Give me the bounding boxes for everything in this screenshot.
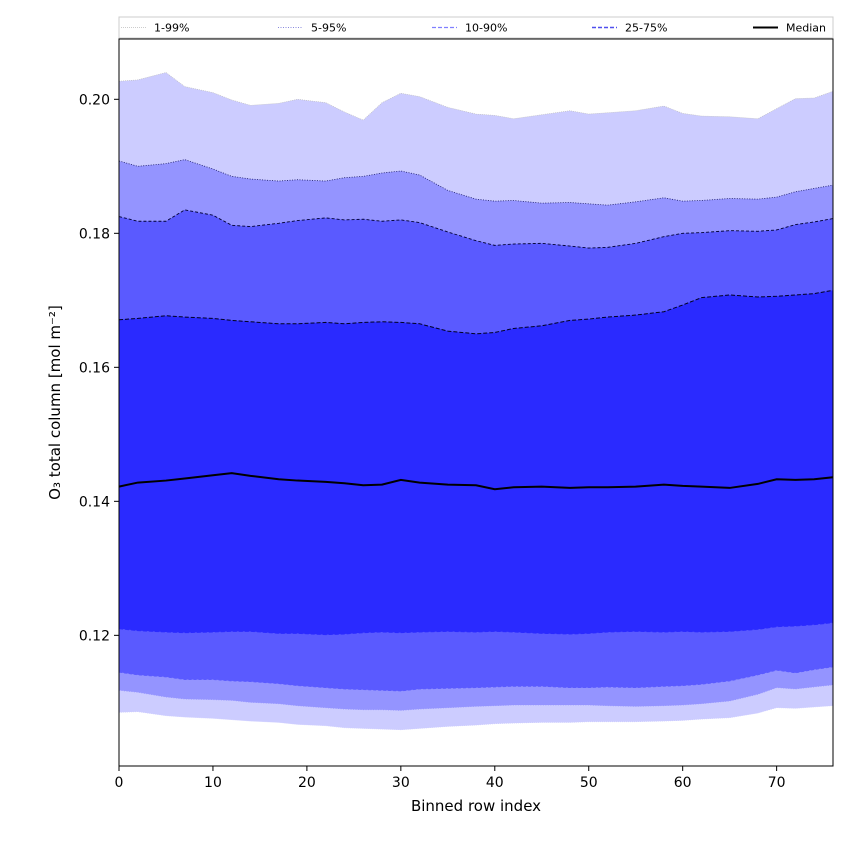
x-tick-label: 30 <box>392 775 410 791</box>
y-tick-label: 0.12 <box>79 628 110 644</box>
x-tick-label: 70 <box>768 775 786 791</box>
y-tick-label: 0.18 <box>79 226 110 242</box>
band-lower-edge <box>118 705 834 731</box>
x-axis: 0 10 20 30 40 50 60 70 <box>115 766 786 791</box>
legend-item: Median <box>753 22 826 35</box>
band-upper-edge <box>118 209 834 249</box>
legend-label: 5-95% <box>311 22 346 35</box>
band-upper-edge <box>118 159 834 206</box>
x-axis-label: Binned row index <box>411 797 541 815</box>
x-tick-label: 0 <box>115 775 124 791</box>
y-tick-label: 0.20 <box>79 92 110 108</box>
band-upper-edge <box>118 72 834 121</box>
band-fill <box>119 290 833 635</box>
y-tick-label: 0.16 <box>79 360 110 376</box>
legend-box <box>118 16 834 39</box>
x-tick-label: 40 <box>486 775 504 791</box>
x-tick-label: 50 <box>580 775 598 791</box>
x-tick-label: 10 <box>204 775 222 791</box>
y-axis: 0.12 0.14 0.16 0.18 0.20 <box>79 92 119 644</box>
y-axis-label: O₃ total column [mol m⁻²] <box>46 305 64 500</box>
x-tick-label: 60 <box>674 775 692 791</box>
legend-label: 1-99% <box>154 22 189 35</box>
legend-item: 10-90% <box>432 22 507 35</box>
legend: 1-99% 5-95% 10-90% 25-75% Median <box>118 16 834 39</box>
legend-item: 1-99% <box>121 22 189 35</box>
percentile-bands <box>118 72 834 731</box>
legend-label: 25-75% <box>625 22 667 35</box>
legend-label: 10-90% <box>465 22 507 35</box>
y-tick-label: 0.14 <box>79 494 110 510</box>
band-25-75 <box>118 289 834 636</box>
band-lower-edge <box>118 684 834 711</box>
legend-item: 25-75% <box>592 22 667 35</box>
plot-frame <box>118 38 834 767</box>
x-tick-label: 20 <box>298 775 316 791</box>
median-line <box>118 472 834 491</box>
band-lower-edge <box>118 666 834 692</box>
band-upper-edge <box>118 289 834 335</box>
median-group <box>118 472 834 491</box>
band-lower-edge <box>118 622 834 636</box>
legend-item: 5-95% <box>278 22 346 35</box>
plot-area <box>118 38 834 767</box>
legend-label: Median <box>786 22 826 35</box>
